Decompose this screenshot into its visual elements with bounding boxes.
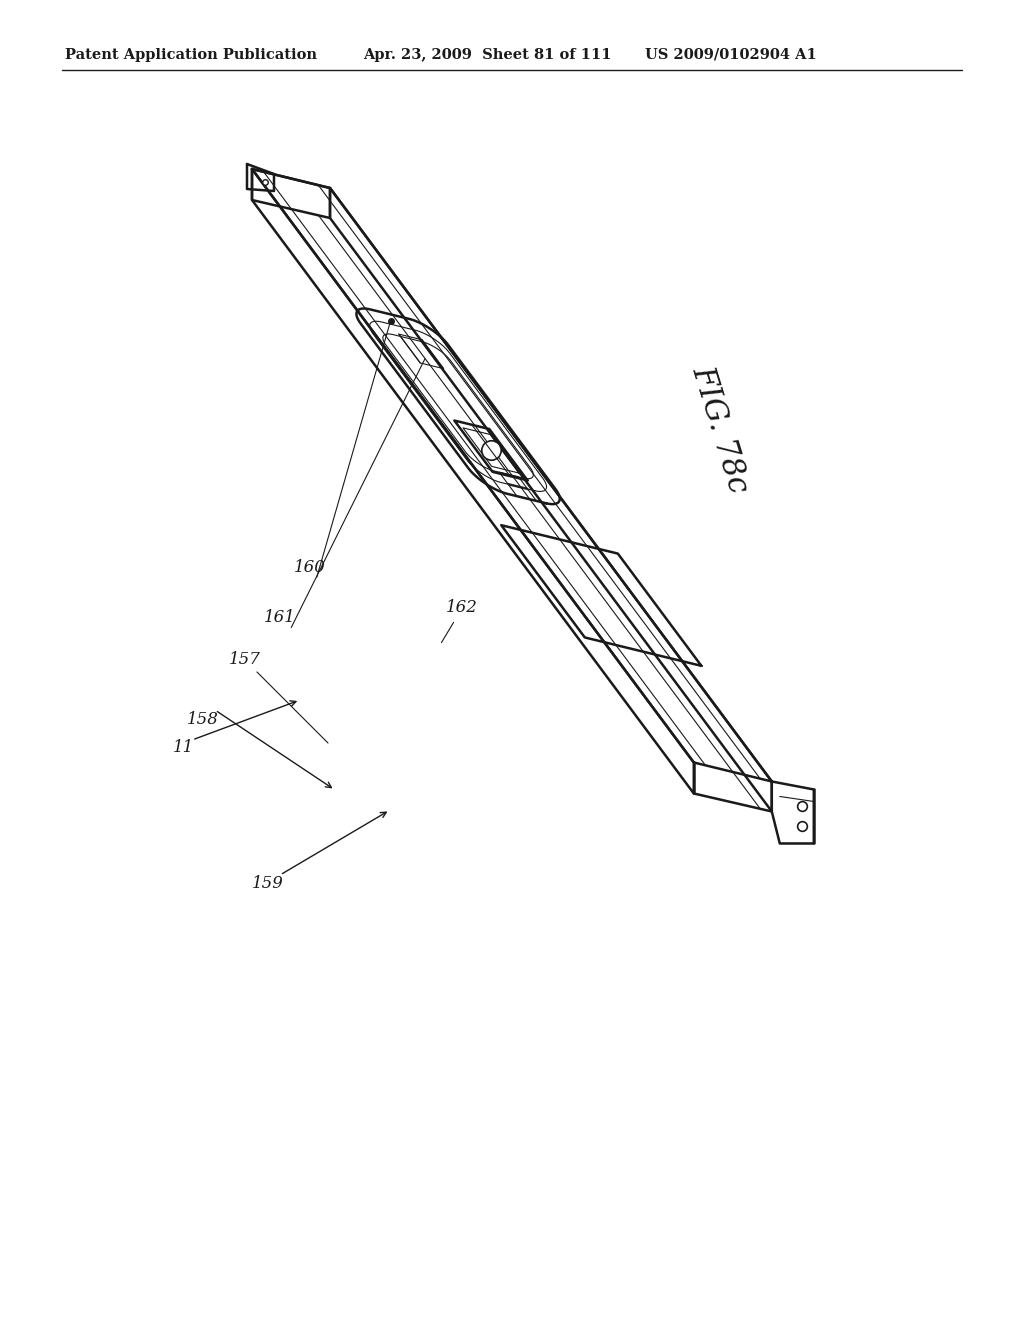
Text: 11: 11 bbox=[172, 739, 194, 756]
Text: 158: 158 bbox=[187, 711, 219, 729]
Text: 160: 160 bbox=[294, 558, 326, 576]
Text: US 2009/0102904 A1: US 2009/0102904 A1 bbox=[645, 48, 817, 62]
Text: 162: 162 bbox=[446, 599, 478, 616]
Text: Apr. 23, 2009  Sheet 81 of 111: Apr. 23, 2009 Sheet 81 of 111 bbox=[362, 48, 611, 62]
Text: Patent Application Publication: Patent Application Publication bbox=[65, 48, 317, 62]
Text: 159: 159 bbox=[252, 874, 284, 891]
Text: 161: 161 bbox=[264, 610, 296, 627]
Text: 157: 157 bbox=[229, 652, 261, 668]
Text: FIG. 78c: FIG. 78c bbox=[686, 363, 754, 498]
